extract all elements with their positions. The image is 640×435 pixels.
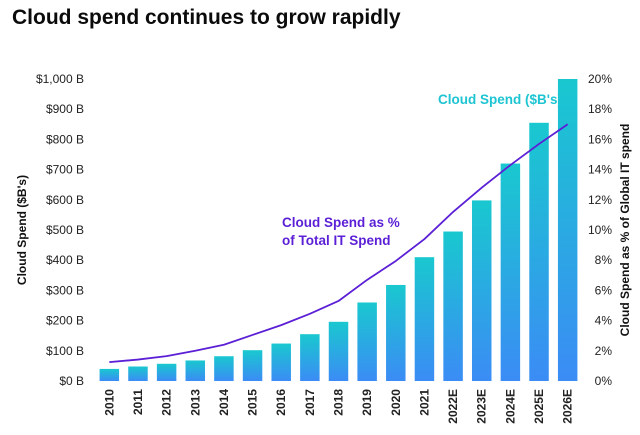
bar-2020 [386,284,406,381]
bar-2019 [357,302,377,381]
x-tick-2017: 2017 [303,389,317,416]
left-axis-ticks: $0 B $100 B $200 B $300 B $400 B $500 B $600 B… [36,72,84,388]
y-tick-left: $100 B [46,344,84,358]
x-tick-2014: 2014 [217,389,231,416]
y-tick-right: 2% [595,344,613,358]
line-percent-of-it-spend [109,123,569,364]
line-series-annotation-line2: of Total IT Spend [282,233,391,248]
x-tick-2011: 2011 [131,389,145,415]
bar-2013 [185,360,206,381]
y-tick-left: $1,000 B [36,72,84,86]
y-tick-right: 0% [595,374,613,388]
y-tick-left: $800 B [46,132,84,146]
y-tick-right: 4% [595,314,613,328]
y-tick-right: 20% [588,72,612,86]
y-tick-left: $300 B [46,283,84,297]
x-tick-2018: 2018 [332,389,346,416]
y-tick-right: 6% [595,283,613,297]
y-tick-right: 18% [588,102,612,116]
chart-title: Cloud spend continues to grow rapidly [12,6,401,29]
x-tick-2015: 2015 [246,389,260,416]
y-tick-right: 14% [588,163,612,177]
y-tick-left: $900 B [46,102,84,116]
y-tick-left: $700 B [46,163,84,177]
bar-2015 [242,350,263,381]
x-tick-2020: 2020 [389,389,403,416]
bar-2012 [156,363,177,381]
bar-series-annotation: Cloud Spend ($B's) [438,92,562,107]
y-tick-left: $0 B [59,374,84,388]
x-tick-2019: 2019 [360,389,374,416]
line-series [109,123,569,364]
right-axis-ticks: 0% 2% 4% 6% 8% 10% 12% 14% 16% 18% 20% [588,72,612,388]
bar-2017 [300,334,320,381]
x-tick-2021: 2021 [417,389,431,416]
bar-2011 [128,366,148,381]
y-tick-right: 16% [588,132,612,146]
bar-2025E [529,122,549,381]
y-tick-right: 12% [588,193,612,207]
bar-2014 [214,356,234,381]
x-tick-2023E: 2023E [475,389,489,424]
x-tick-2026E: 2026E [561,389,575,424]
bar-2026E [557,79,578,381]
y-axis-label-right: Cloud Spend as % of Global IT spend [618,124,632,337]
y-tick-left: $600 B [46,193,84,207]
bar-2018 [328,321,349,381]
bar-2016 [271,343,291,381]
bar-series [99,79,578,381]
x-tick-2025E: 2025E [532,389,546,424]
bar-2010 [99,368,120,381]
x-tick-2012: 2012 [160,389,174,416]
x-tick-2013: 2013 [188,389,202,416]
bar-2022E [443,231,463,381]
x-tick-2022E: 2022E [446,389,460,424]
x-tick-2016: 2016 [274,389,288,416]
bar-2023E [471,200,492,381]
y-tick-left: $500 B [46,223,84,237]
y-tick-right: 8% [595,253,613,267]
x-tick-2024E: 2024E [503,389,517,424]
line-series-annotation-line1: Cloud Spend as % [282,215,400,230]
x-tick-2010: 2010 [102,389,116,416]
y-tick-left: $400 B [46,253,84,267]
y-tick-left: $200 B [46,314,84,328]
bar-2024E [500,163,521,381]
y-axis-label-left: Cloud Spend ($B's) [15,175,29,285]
bar-2021 [414,257,435,381]
x-axis-ticks: 2010 2011 2012 2013 2014 2015 2016 2017 2018 2019… [102,389,574,424]
y-tick-right: 10% [588,223,612,237]
